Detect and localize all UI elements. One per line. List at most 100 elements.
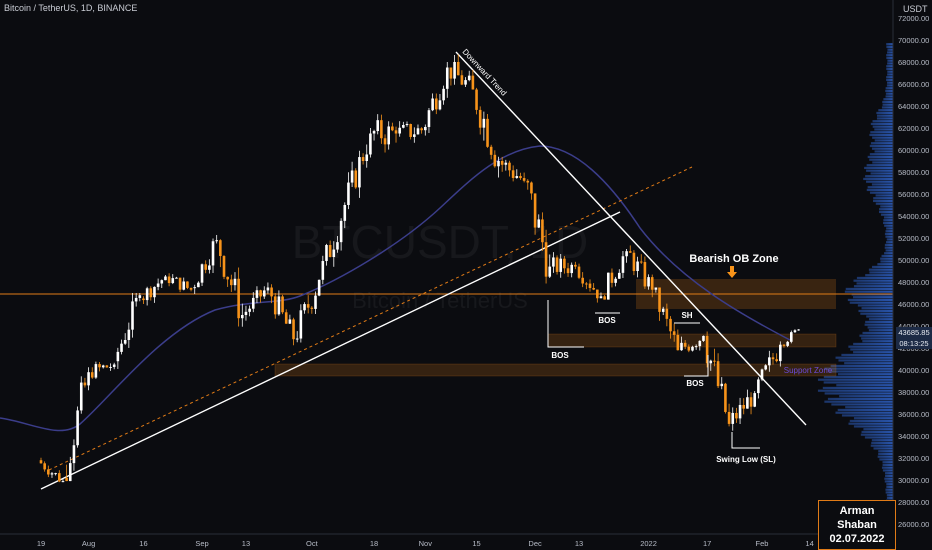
candle-body: [398, 127, 401, 134]
volume-profile-bar: [871, 441, 893, 445]
volume-profile-bar: [867, 326, 893, 329]
candle-body: [489, 146, 493, 155]
candle-body: [442, 88, 445, 101]
volume-profile-bar: [861, 430, 893, 434]
time-tick-label: Dec: [528, 539, 542, 548]
candle-body: [112, 364, 116, 367]
volume-profile-bar: [885, 249, 893, 252]
candle-body: [522, 178, 526, 181]
candle-body: [215, 240, 218, 242]
volume-profile-bar: [886, 76, 893, 79]
volume-profile-bar: [883, 216, 893, 219]
volume-profile-bar: [885, 230, 893, 233]
candle-body: [101, 365, 105, 368]
volume-profile-bar: [853, 285, 893, 288]
bearish-ob-label: Bearish OB Zone: [689, 253, 778, 265]
candle-body: [760, 369, 764, 380]
volume-profile-bar: [877, 455, 893, 458]
candle-body: [643, 262, 647, 287]
volume-profile-bar: [866, 315, 893, 318]
price-tick-label: 62000.00: [898, 124, 929, 133]
down-arrow-icon: [727, 266, 737, 278]
volume-profile-bar: [822, 386, 893, 390]
candle-body: [672, 331, 676, 335]
candle-body: [526, 180, 530, 183]
volume-profile-bar: [853, 351, 893, 354]
candle-body: [387, 126, 390, 145]
volume-profile-bar: [869, 144, 893, 148]
candle-body: [255, 290, 259, 298]
bos-label-2: BOS: [598, 316, 616, 325]
volume-profile-bar: [865, 274, 893, 277]
candle-body: [391, 126, 394, 131]
volume-profile-bar: [884, 480, 893, 483]
ascending-trend-line: [40, 211, 621, 490]
volume-profile-bar: [850, 348, 893, 351]
volume-profile-bar: [885, 491, 893, 494]
volume-profile-bar: [867, 186, 893, 189]
candle-body: [332, 249, 336, 258]
volume-profile-bar: [886, 81, 893, 84]
bos-marker-1: [547, 300, 584, 348]
volume-profile-bar: [869, 133, 893, 137]
price-tick-label: 44000.00: [898, 322, 929, 331]
volume-profile-bar: [845, 287, 893, 291]
volume-profile-bar: [872, 125, 893, 128]
volume-profile-bar: [873, 199, 893, 203]
candle-body: [197, 282, 200, 288]
structure-markers: [547, 300, 760, 449]
countdown-badge: 08:13:25: [896, 338, 932, 349]
price-axis[interactable]: 72000.00 70000.00 68000.00 66000.00 64000.00…: [898, 14, 929, 529]
candle-body: [138, 295, 142, 298]
candle-body: [621, 256, 625, 273]
price-tick-label: 40000.00: [898, 366, 929, 375]
volume-profile-bar: [872, 136, 893, 139]
candle-body: [409, 124, 412, 137]
candle-body: [603, 296, 606, 300]
volume-profile-bar: [886, 483, 893, 486]
candle-body: [478, 109, 482, 128]
candle-body: [361, 157, 365, 161]
volume-profile-bar: [869, 271, 893, 274]
candle-body: [325, 245, 328, 262]
candle-body: [350, 170, 354, 183]
candle-body: [306, 304, 310, 308]
candle-body: [497, 161, 500, 167]
candle-body: [709, 360, 713, 364]
candle-body: [222, 256, 226, 277]
price-tick-label: 28000.00: [898, 498, 929, 507]
candle-body: [39, 460, 43, 464]
volume-profile-bar: [878, 109, 893, 112]
candle-body: [793, 330, 797, 333]
volume-profile-bar: [856, 282, 893, 285]
author-date: 02.07.2022: [829, 533, 885, 545]
candle-body: [449, 67, 453, 79]
bos-label-3: BOS: [686, 379, 704, 388]
candle-body: [120, 343, 123, 352]
price-tick-label: 50000.00: [898, 256, 929, 265]
candle-body: [691, 346, 694, 351]
candle-body: [153, 286, 156, 298]
candle-body: [156, 283, 160, 287]
candle-body: [482, 118, 486, 128]
volume-profile-bar: [837, 408, 893, 412]
candle-body: [628, 251, 632, 253]
candle-body: [328, 245, 332, 258]
time-tick-label: 14: [805, 539, 813, 548]
volume-profile-bar: [824, 392, 893, 395]
volume-profile-bar: [830, 364, 893, 368]
candle-body: [244, 311, 248, 315]
candle-body: [105, 365, 109, 368]
time-tick-label: 2022: [640, 539, 657, 548]
volume-profile-bar: [885, 488, 893, 491]
volume-profile-bar: [876, 117, 893, 120]
candle-body: [420, 128, 423, 131]
candle-body: [175, 277, 178, 279]
candle-body: [731, 412, 735, 424]
author-name: Arman Shaban: [837, 505, 877, 531]
time-axis[interactable]: 19Aug16Sep13Oct18Nov15Dec13202217Feb14Ma…: [37, 539, 872, 548]
time-tick-label: 17: [703, 539, 711, 548]
candle-body: [251, 297, 255, 309]
volume-profile-bar: [869, 153, 893, 156]
